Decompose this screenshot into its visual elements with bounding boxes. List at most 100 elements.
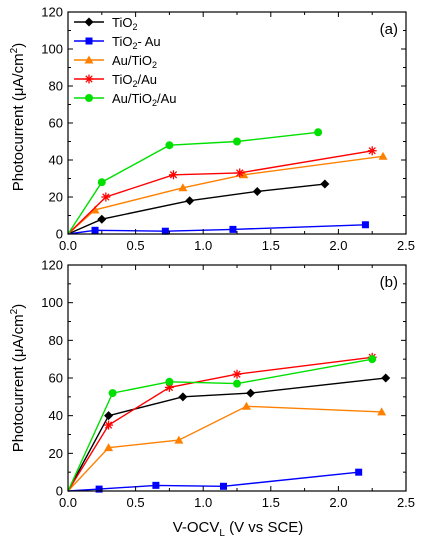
data-point-au-tio2 <box>104 443 114 452</box>
xlabel-text-1: V-OCV <box>173 519 220 536</box>
x-tick-label: 2.5 <box>397 495 415 510</box>
series-au-tio2-b <box>67 401 387 492</box>
series-line-tio2-au <box>67 471 359 492</box>
data-point-au-tio2-au <box>165 141 174 150</box>
series-au-tio2-au-b <box>67 355 377 492</box>
y-axis-label-bottom: Photocurrent (μA/cm2) <box>9 304 27 452</box>
data-point-tio2 <box>252 186 262 196</box>
y-tick-label: 0 <box>56 227 63 242</box>
series-tio2-au-b <box>67 352 377 492</box>
legend-item-au-tio2-au: Au/TiO2/Au <box>74 91 177 108</box>
data-point-tio2 <box>185 196 195 206</box>
series-line-tio2-au <box>67 356 373 492</box>
data-point-tio2-au <box>161 227 169 235</box>
data-point-tio2-au <box>229 225 237 233</box>
data-point-au-tio2-au <box>368 355 377 364</box>
data-point-tio2 <box>97 214 107 224</box>
legend-item-tio2-au: TiO2- Au <box>74 34 161 51</box>
ylabel-sup: 2 <box>9 308 20 314</box>
data-point-au-tio2 <box>178 183 188 192</box>
y-tick-label: 80 <box>49 79 63 94</box>
legend: TiO2 TiO2- Au Au/TiO2 TiO2/Au Au/TiO2/Au <box>74 15 177 108</box>
data-point-tio2-au <box>101 192 111 202</box>
series-tio2-a <box>67 179 330 235</box>
legend-item-au-tio2: Au/TiO2 <box>74 53 157 70</box>
y-tick-label: 20 <box>49 446 63 461</box>
y-tick-label: 60 <box>49 371 63 386</box>
data-point-tio2-au <box>95 485 103 493</box>
data-point-au-tio2-au <box>233 137 241 146</box>
series-line-tio2-au <box>67 224 366 235</box>
data-point-tio2-au <box>104 420 114 430</box>
data-point-tio2-au <box>355 468 363 476</box>
panel-b: 0.0 0.5 1.0 1.5 2.0 2.5 0 20 40 60 80 100 120 (b) <box>41 258 415 511</box>
ylabel-text-1: Photocurrent ( <box>10 96 27 191</box>
series-tio2-au-a <box>67 221 369 235</box>
legend-marker <box>85 94 93 102</box>
y-tick-label: 80 <box>49 333 63 348</box>
data-point-au-tio2-au <box>165 377 174 386</box>
y-tick-label: 100 <box>41 42 63 57</box>
data-point-au-tio2 <box>377 407 387 416</box>
ylabel-text-2: A/cm <box>10 314 27 348</box>
series-au-tio2-a <box>67 151 388 235</box>
legend-marker <box>84 74 94 84</box>
data-point-au-tio2-au <box>108 389 117 398</box>
data-point-tio2-au <box>235 168 245 178</box>
data-point-au-tio2 <box>174 435 184 444</box>
legend-marker <box>85 37 93 45</box>
data-point-tio2 <box>246 388 256 398</box>
x-tick-label: 1.0 <box>194 238 212 253</box>
data-point-tio2 <box>178 392 188 402</box>
xlabel-sub: L <box>219 528 225 539</box>
series-tio2-au-a <box>67 146 377 235</box>
panel-label: (b) <box>380 274 398 291</box>
legend-label: Au/TiO2 <box>112 53 157 70</box>
legend-marker <box>84 17 94 27</box>
legend-label: TiO2/Au <box>112 72 157 89</box>
data-point-au-tio2-au <box>314 128 323 137</box>
ylabel-text-3: ) <box>10 43 27 48</box>
panel-a: 0.0 0.5 1.0 1.5 2.0 2.5 0 20 40 60 80 100 120 (a) <box>41 5 415 254</box>
data-point-au-tio2-au <box>97 178 106 187</box>
x-tick-label: 2.0 <box>329 238 347 253</box>
data-point-tio2 <box>104 411 114 421</box>
x-tick-label: 0.0 <box>59 238 77 253</box>
legend-label: TiO2 <box>112 15 137 32</box>
ylabel-sup: 2 <box>9 47 20 53</box>
x-tick-label: 2.0 <box>329 495 347 510</box>
data-point-tio2-au <box>232 369 242 379</box>
x-tick-label: 0.5 <box>127 238 145 253</box>
y-axis-label-top: Photocurrent (μA/cm2) <box>9 43 27 191</box>
ylabel-text-2: A/cm <box>10 53 27 87</box>
data-point-tio2-au <box>152 481 160 489</box>
x-tick-label: 2.5 <box>397 238 415 253</box>
data-point-tio2 <box>320 179 330 189</box>
data-point-tio2-au <box>219 482 227 490</box>
legend-label: Au/TiO2/Au <box>112 91 177 108</box>
y-tick-label: 40 <box>49 153 63 168</box>
x-axis-label: V-OCVL (V vs SCE) <box>173 519 304 539</box>
data-point-tio2-au <box>361 221 369 229</box>
data-point-tio2 <box>381 373 391 383</box>
y-tick-label: 40 <box>49 408 63 423</box>
x-tick-label: 1.5 <box>262 238 280 253</box>
data-point-tio2-au <box>91 226 99 234</box>
ylabel-mu: μ <box>10 349 27 358</box>
data-point-au-tio2 <box>241 401 251 410</box>
legend-item-tio2-au: TiO2/Au <box>74 72 157 89</box>
y-tick-label: 0 <box>56 484 63 499</box>
y-tick-label: 20 <box>49 190 63 205</box>
data-point-au-tio2-au <box>233 379 241 388</box>
series-tio2-au-b <box>67 468 363 493</box>
xlabel-text-2: (V vs SCE) <box>225 519 303 536</box>
series-line-tio2 <box>67 183 325 235</box>
y-tick-label: 120 <box>41 258 63 273</box>
data-point-au-tio2 <box>378 151 388 160</box>
x-tick-label: 1.0 <box>194 495 212 510</box>
data-point-au-tio2 <box>239 170 249 179</box>
y-tick-label: 100 <box>41 295 63 310</box>
data-point-au-tio2 <box>90 205 100 214</box>
legend-item-tio2: TiO2 <box>74 15 137 32</box>
